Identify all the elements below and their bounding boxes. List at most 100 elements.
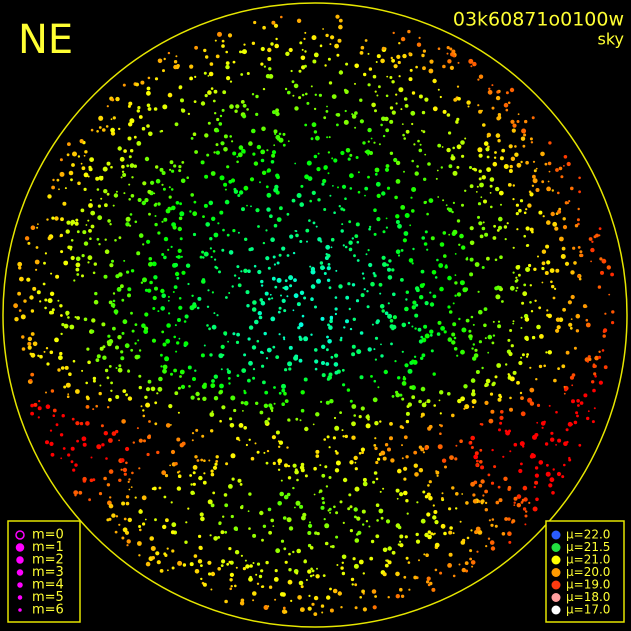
filter-label: sky xyxy=(598,30,625,49)
star xyxy=(283,494,289,500)
star xyxy=(296,548,302,554)
star xyxy=(282,132,286,136)
star xyxy=(566,440,569,444)
star xyxy=(288,47,293,53)
star xyxy=(347,157,351,161)
star xyxy=(219,175,225,181)
star xyxy=(72,468,76,472)
star xyxy=(408,588,411,591)
star xyxy=(86,347,90,351)
star xyxy=(526,353,529,356)
star xyxy=(253,319,259,325)
star xyxy=(381,255,386,260)
star xyxy=(177,474,182,479)
star xyxy=(293,278,297,282)
star xyxy=(500,410,504,414)
star xyxy=(292,463,297,468)
star xyxy=(228,292,231,294)
star xyxy=(146,90,151,96)
star xyxy=(470,481,475,487)
star xyxy=(59,433,64,437)
star xyxy=(51,308,55,312)
star xyxy=(170,208,173,211)
star xyxy=(178,169,182,173)
star xyxy=(265,185,269,189)
star xyxy=(185,263,191,268)
star xyxy=(287,476,292,480)
star xyxy=(367,153,370,156)
star xyxy=(265,461,269,465)
star xyxy=(411,359,415,363)
star xyxy=(83,317,88,322)
star xyxy=(14,317,19,322)
star xyxy=(448,530,453,535)
star xyxy=(90,329,95,334)
star xyxy=(371,589,377,594)
star xyxy=(50,389,55,393)
star xyxy=(484,382,489,387)
star xyxy=(180,98,184,103)
star xyxy=(451,486,455,490)
star xyxy=(351,352,356,357)
star xyxy=(413,355,417,358)
star xyxy=(250,205,252,208)
star xyxy=(150,546,156,551)
star xyxy=(109,263,114,268)
star xyxy=(138,233,144,238)
star xyxy=(494,524,498,528)
star xyxy=(237,194,241,197)
star xyxy=(397,376,401,380)
star xyxy=(340,150,345,156)
star xyxy=(103,189,108,194)
star xyxy=(59,304,63,308)
star xyxy=(87,219,90,222)
star xyxy=(134,323,138,326)
star xyxy=(317,198,321,202)
star xyxy=(290,599,293,603)
star xyxy=(229,417,233,421)
star xyxy=(108,438,113,443)
star xyxy=(233,189,239,194)
star xyxy=(331,157,334,160)
star xyxy=(520,462,523,466)
star xyxy=(378,85,381,89)
star xyxy=(518,468,523,474)
star xyxy=(351,113,354,116)
star xyxy=(287,90,291,95)
star xyxy=(387,546,392,551)
star xyxy=(96,354,101,359)
star xyxy=(407,321,411,325)
star xyxy=(395,214,400,219)
star xyxy=(225,462,229,466)
star xyxy=(555,328,560,333)
star xyxy=(391,80,395,84)
star xyxy=(154,422,158,426)
star xyxy=(563,385,566,388)
star xyxy=(222,515,225,518)
star xyxy=(455,507,458,510)
star xyxy=(260,149,266,155)
star xyxy=(181,161,185,164)
star xyxy=(146,86,151,91)
star xyxy=(405,419,410,424)
star xyxy=(265,256,270,261)
star xyxy=(128,122,133,127)
star xyxy=(326,105,328,108)
star xyxy=(535,167,538,170)
star xyxy=(177,226,182,232)
star xyxy=(514,145,517,148)
star xyxy=(277,310,281,314)
star xyxy=(515,276,518,279)
star xyxy=(465,318,470,323)
star xyxy=(496,90,500,94)
star xyxy=(443,531,447,536)
star xyxy=(543,420,546,424)
star xyxy=(580,253,584,258)
star xyxy=(349,505,353,509)
star xyxy=(144,288,149,292)
star xyxy=(276,261,280,265)
star xyxy=(386,263,389,267)
star xyxy=(374,172,378,176)
star xyxy=(472,493,476,497)
